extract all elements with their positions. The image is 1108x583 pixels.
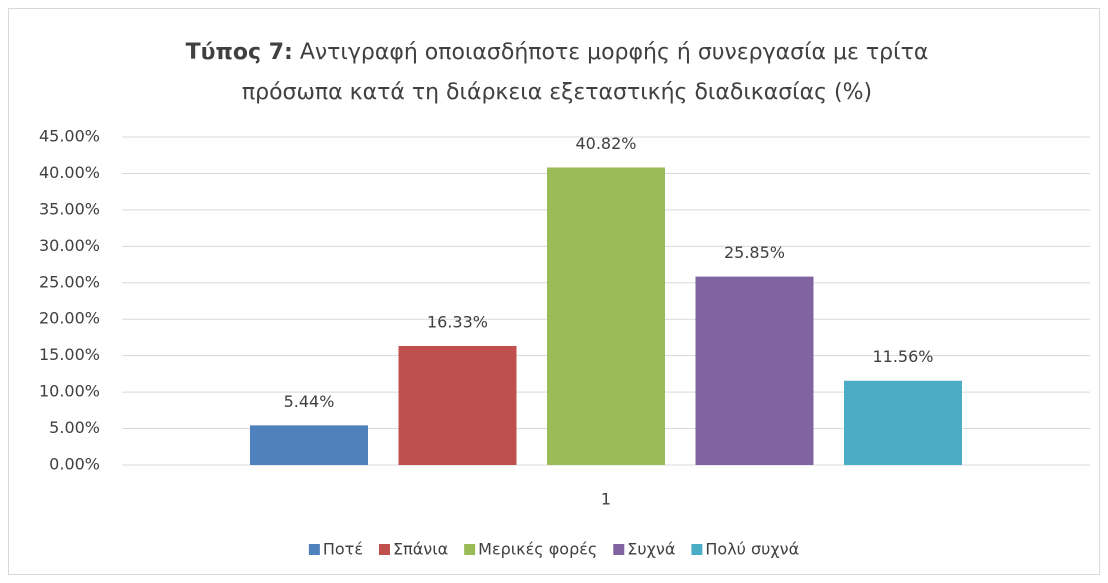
y-tick-label: 10.00% — [39, 382, 100, 401]
title-prefix: Τύπος 7: — [186, 40, 293, 65]
y-tick-label: 35.00% — [39, 199, 100, 218]
y-tick-label: 5.00% — [49, 418, 100, 437]
title-line: πρόσωπα κατά τη διάρκεια εξεταστικής δια… — [242, 80, 872, 105]
data-label: 25.85% — [724, 243, 785, 262]
legend-swatch — [464, 544, 476, 555]
legend-label: Πολύ συχνά — [705, 540, 799, 559]
legend-swatch — [308, 544, 320, 555]
y-tick-label: 25.00% — [39, 272, 100, 291]
title-line: Αντιγραφή οποιασδήποτε μορφής ή συνεργασ… — [300, 40, 928, 65]
legend-swatch — [613, 544, 625, 555]
legend-label: Συχνά — [627, 540, 675, 559]
legend-swatch — [378, 544, 390, 555]
y-tick-label: 40.00% — [39, 163, 100, 182]
bar — [398, 345, 517, 465]
data-label: 40.82% — [575, 134, 636, 153]
legend-label: Σπάνια — [393, 540, 448, 559]
bar — [250, 425, 368, 465]
legend-label: Μερικές φορές — [478, 540, 597, 559]
y-tick-label: 45.00% — [39, 127, 100, 146]
y-tick-label: 15.00% — [39, 345, 100, 364]
data-label: 5.44% — [284, 392, 335, 411]
chart-title: Τύπος 7: Αντιγραφή οποιασδήποτε μορφής ή… — [186, 40, 929, 65]
data-label: 16.33% — [427, 312, 488, 331]
data-label: 11.56% — [872, 347, 933, 366]
y-tick-label: 30.00% — [39, 236, 100, 255]
bar — [547, 167, 665, 465]
y-tick-label: 20.00% — [39, 309, 100, 328]
y-tick-label: 0.00% — [49, 455, 100, 474]
bar — [844, 380, 962, 465]
legend-swatch — [691, 544, 703, 555]
legend-label: Ποτέ — [323, 540, 363, 559]
bar — [695, 276, 814, 465]
x-tick-label: 1 — [601, 490, 611, 509]
